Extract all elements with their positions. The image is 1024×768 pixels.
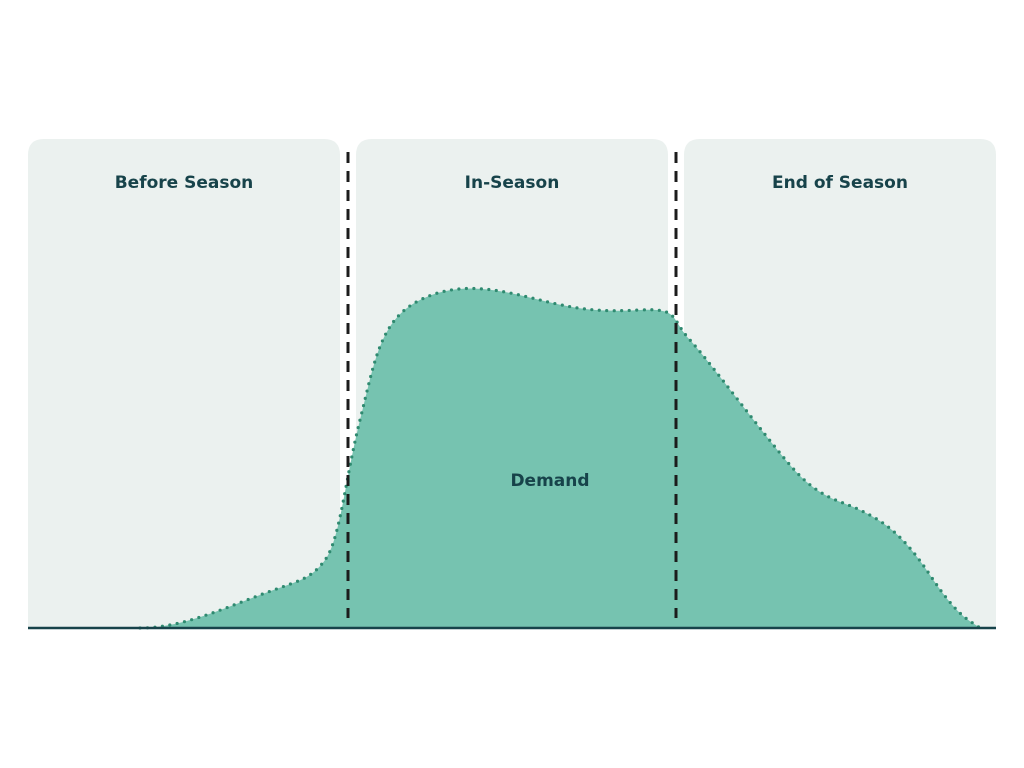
demand-area — [140, 288, 980, 628]
panel-label: End of Season — [772, 173, 908, 193]
panel-label: In-Season — [465, 173, 560, 193]
area-label: Demand — [510, 471, 589, 491]
panel-label: Before Season — [115, 173, 254, 193]
panel-before-season — [28, 139, 340, 628]
